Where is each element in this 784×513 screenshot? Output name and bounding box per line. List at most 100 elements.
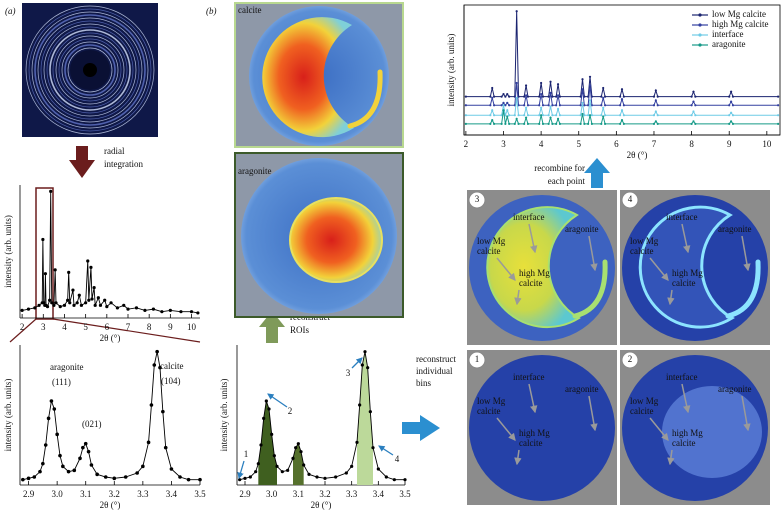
data-point (186, 477, 191, 482)
data-point (492, 95, 496, 98)
x-tick-label: 3.2 (109, 489, 120, 499)
x-tick-label: 3.5 (399, 489, 411, 499)
data-point (654, 110, 657, 113)
data-point (555, 122, 558, 125)
crescent-tail (572, 259, 608, 319)
crescent (638, 205, 735, 329)
x-tick-label: 3.1 (293, 489, 304, 499)
data-point (49, 399, 54, 403)
data-point (558, 104, 562, 107)
data-point (155, 349, 159, 354)
data-point (152, 363, 157, 367)
data-point (526, 104, 530, 107)
annotation-arrow (741, 235, 751, 272)
x-tick-label: 2.9 (23, 489, 35, 499)
data-point (105, 305, 109, 309)
map-annotation: high Mg (672, 428, 703, 438)
data-point (134, 306, 139, 310)
data-point (46, 416, 51, 421)
data-point (262, 416, 266, 420)
x-tick-label: 6 (614, 139, 619, 149)
x-tick-label: 10 (762, 139, 772, 149)
data-line (22, 191, 198, 314)
data-point (656, 114, 659, 117)
data-point (603, 122, 607, 125)
data-point (315, 475, 319, 479)
data-point (464, 104, 467, 107)
x-tick-label: 3.5 (194, 489, 206, 499)
data-point (491, 86, 494, 90)
data-point (694, 114, 697, 117)
data-point (694, 122, 697, 125)
data-point (37, 303, 41, 307)
map-number: 2 (628, 354, 633, 364)
data-point (53, 268, 57, 272)
x-axis-label: 2θ (°) (100, 500, 121, 510)
data-point (45, 305, 50, 309)
map-annotation: calcite (477, 406, 500, 416)
data-point (547, 95, 550, 98)
map-annotation: interface (513, 372, 544, 382)
data-point (692, 110, 695, 113)
data-point (98, 303, 103, 307)
map-annotation: interface (666, 372, 697, 382)
data-point (523, 95, 526, 98)
sample (469, 355, 615, 501)
data-point (504, 114, 507, 117)
data-point (126, 307, 130, 311)
data-point (729, 120, 733, 123)
x-tick-label: 3.3 (137, 489, 149, 499)
data-point (492, 114, 496, 117)
data-point (489, 104, 492, 107)
blob (289, 197, 383, 283)
data-point (26, 476, 31, 481)
bin-arrow (378, 445, 394, 456)
data-point (620, 97, 624, 101)
x-tick-label: 3 (41, 322, 46, 332)
data-point (556, 117, 560, 121)
x-tick-label: 7 (126, 322, 131, 332)
roi-map: aragonite (234, 152, 404, 318)
data-point (20, 308, 24, 312)
data-point (619, 114, 622, 117)
data-point (81, 445, 85, 450)
data-point (588, 99, 592, 102)
data-point (502, 104, 505, 107)
data-point (43, 272, 48, 276)
data-point (690, 122, 693, 125)
legend-swatch (698, 33, 702, 37)
step-text: radial (104, 146, 125, 156)
data-point (620, 88, 624, 91)
data-point (115, 306, 120, 310)
x-tick-label: 3.4 (166, 489, 178, 499)
data-point (619, 95, 622, 98)
data-point (323, 476, 327, 480)
data-point (581, 101, 584, 104)
data-point (122, 303, 126, 307)
data-point (600, 122, 603, 125)
data-point (196, 311, 200, 315)
bin-label: 4 (395, 454, 400, 464)
data-point (583, 122, 586, 125)
x-tick-label: 3.0 (266, 489, 278, 499)
annotation-arrow (514, 289, 522, 306)
data-line (22, 351, 200, 481)
data-point (103, 475, 108, 479)
data-point (538, 114, 541, 117)
data-point (728, 95, 731, 98)
data-line (465, 97, 779, 118)
data-point (506, 93, 509, 96)
data-point (551, 95, 554, 98)
annotation: (111) (52, 377, 71, 387)
map-annotation: interface (666, 212, 697, 222)
data-point (84, 301, 88, 305)
data-point (581, 112, 584, 116)
data-point (392, 478, 396, 482)
data-point (579, 122, 582, 125)
data-point (275, 464, 279, 468)
data-point (515, 117, 518, 121)
data-point (78, 456, 82, 461)
data-point (491, 96, 494, 99)
data-point (41, 237, 45, 242)
